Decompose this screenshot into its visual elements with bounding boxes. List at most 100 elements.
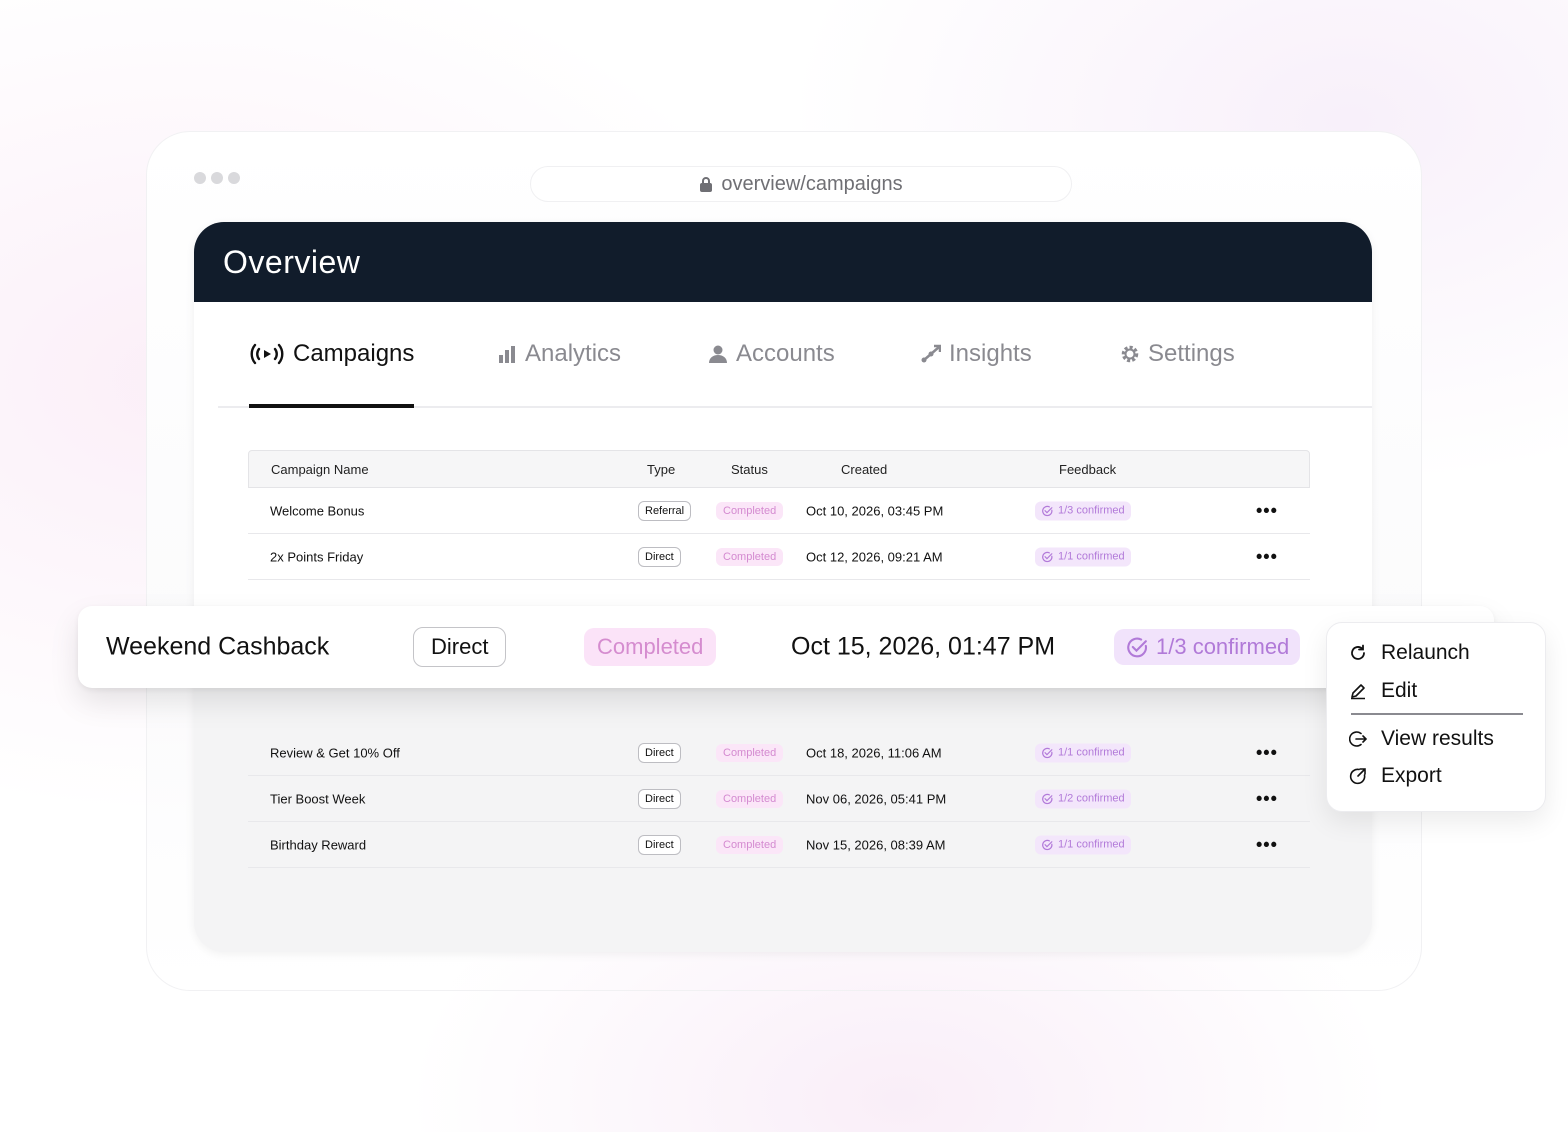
pencil-icon <box>1351 684 1365 700</box>
campaign-name: Tier Boost Week <box>270 791 366 806</box>
feedback-badge: 1/3 confirmed <box>1114 629 1301 665</box>
menu-item-label: Relaunch <box>1381 641 1470 664</box>
campaign-name: Review & Get 10% Off <box>270 745 400 760</box>
window-dot-close[interactable] <box>194 172 206 184</box>
type-badge: Direct <box>638 546 681 567</box>
more-actions-button[interactable]: ••• <box>1256 834 1278 854</box>
menu-item-label: Export <box>1381 764 1442 787</box>
highlighted-row[interactable]: Weekend Cashback Direct Completed Oct 15… <box>78 606 1494 688</box>
table-row[interactable]: Welcome Bonus Referral Completed Oct 10, 20… <box>248 488 1310 534</box>
type-badge: Direct <box>413 627 507 667</box>
active-tab-indicator <box>249 404 414 408</box>
feedback-text: 1/1 confirmed <box>1058 838 1125 851</box>
table-row[interactable]: 2x Points Friday Direct Completed Oct 12, 2… <box>248 534 1310 580</box>
window-controls <box>194 172 240 184</box>
created-date: Oct 12, 2026, 09:21 AM <box>806 549 943 564</box>
column-header-type[interactable]: Type <box>647 462 676 477</box>
tab-label: Campaigns <box>293 340 415 367</box>
status-badge: Completed <box>716 835 784 854</box>
menu-item-label: Edit <box>1381 679 1418 702</box>
gear-icon <box>1121 345 1139 363</box>
more-actions-button[interactable]: ••• <box>1256 500 1278 520</box>
tab-label: Insights <box>949 340 1032 367</box>
refresh-icon <box>1351 644 1365 660</box>
tab-label: Settings <box>1148 340 1235 367</box>
feedback-badge: 1/1 confirmed <box>1035 835 1131 854</box>
tab-bar: Campaigns Analytics Accounts Insights Se… <box>218 302 1372 408</box>
tab-accounts[interactable]: Accounts <box>708 340 835 368</box>
bar-chart-icon <box>499 346 515 363</box>
menu-divider <box>1351 713 1523 715</box>
status-badge: Completed <box>716 789 784 808</box>
column-header-status[interactable]: Status <box>731 462 768 477</box>
row-actions-menu: Relaunch Edit View results Export <box>1326 622 1546 812</box>
check-circle-icon <box>1042 839 1053 850</box>
created-date: Oct 10, 2026, 03:45 PM <box>806 503 944 518</box>
table-header: Campaign Name Type Status Created Feedba… <box>248 450 1310 488</box>
address-text: overview/campaigns <box>721 172 903 195</box>
created-date: Nov 15, 2026, 08:39 AM <box>806 837 946 852</box>
table-row[interactable]: Tier Boost Week Direct Completed Nov 06, 20… <box>248 776 1310 822</box>
feedback-badge: 1/2 confirmed <box>1035 789 1131 808</box>
tab-campaigns[interactable]: Campaigns <box>249 340 414 368</box>
campaign-name: Birthday Reward <box>270 837 367 852</box>
check-circle-icon <box>1042 793 1053 804</box>
feedback-text: 1/3 confirmed <box>1058 504 1125 517</box>
tab-settings[interactable]: Settings <box>1120 340 1235 368</box>
more-actions-button[interactable]: ••• <box>1256 546 1278 566</box>
window-dot-maximize[interactable] <box>228 172 240 184</box>
type-badge: Referral <box>638 500 692 521</box>
table-row[interactable]: Review & Get 10% Off Direct Completed Oct 1… <box>248 730 1310 776</box>
feedback-badge: 1/1 confirmed <box>1035 547 1131 566</box>
check-circle-icon <box>1127 637 1147 657</box>
status-badge: Completed <box>716 743 784 762</box>
menu-item-export[interactable]: Export <box>1349 764 1442 788</box>
feedback-badge: 1/3 confirmed <box>1035 501 1131 520</box>
broadcast-icon <box>250 343 284 365</box>
created-date: Oct 15, 2026, 01:47 PM <box>791 632 1056 661</box>
lock-icon <box>700 177 713 192</box>
address-bar[interactable]: overview/campaigns <box>530 166 1072 202</box>
feedback-text: 1/1 confirmed <box>1058 746 1125 759</box>
status-badge: Completed <box>716 547 784 566</box>
check-circle-icon <box>1042 505 1053 516</box>
feedback-text: 1/3 confirmed <box>1156 634 1290 659</box>
check-circle-icon <box>1042 747 1053 758</box>
check-circle-icon <box>1042 551 1053 562</box>
created-date: Oct 18, 2026, 11:06 AM <box>806 745 942 760</box>
feedback-text: 1/2 confirmed <box>1058 792 1125 805</box>
menu-item-label: View results <box>1381 727 1494 750</box>
page-title: Overview <box>223 243 361 280</box>
feedback-text: 1/1 confirmed <box>1058 550 1125 563</box>
created-date: Nov 06, 2026, 05:41 PM <box>806 791 947 806</box>
status-badge: Completed <box>716 501 784 520</box>
column-header-name[interactable]: Campaign Name <box>271 462 369 477</box>
type-badge: Direct <box>638 788 681 809</box>
type-badge: Direct <box>638 742 681 763</box>
more-actions-button[interactable]: ••• <box>1256 788 1278 808</box>
tab-label: Analytics <box>525 340 622 367</box>
app-header: Overview <box>194 222 1372 302</box>
menu-item-edit[interactable]: Edit <box>1349 679 1417 703</box>
tab-insights[interactable]: Insights <box>921 340 1032 368</box>
trend-icon <box>921 344 941 363</box>
feedback-badge: 1/1 confirmed <box>1035 743 1131 762</box>
type-badge: Direct <box>638 834 681 855</box>
column-header-created[interactable]: Created <box>841 462 888 477</box>
campaign-name: 2x Points Friday <box>270 549 364 564</box>
campaigns-table-lower: Review & Get 10% Off Direct Completed Oct 1… <box>248 730 1310 868</box>
column-header-feedback[interactable]: Feedback <box>1059 462 1117 477</box>
table-row[interactable]: Birthday Reward Direct Completed Nov 15, 20… <box>248 822 1310 868</box>
status-badge: Completed <box>584 628 717 666</box>
exit-arrow-icon <box>1349 731 1367 747</box>
campaigns-table: Campaign Name Type Status Created Feedba… <box>248 450 1310 580</box>
menu-item-relaunch[interactable]: Relaunch <box>1349 641 1470 665</box>
tab-label: Accounts <box>736 340 835 367</box>
user-icon <box>709 345 727 363</box>
campaign-name: Welcome Bonus <box>270 503 365 518</box>
menu-item-view-results[interactable]: View results <box>1349 727 1494 751</box>
more-actions-button[interactable]: ••• <box>1256 742 1278 762</box>
tab-analytics[interactable]: Analytics <box>497 340 621 368</box>
campaign-name: Weekend Cashback <box>106 632 330 661</box>
window-dot-minimize[interactable] <box>211 172 223 184</box>
